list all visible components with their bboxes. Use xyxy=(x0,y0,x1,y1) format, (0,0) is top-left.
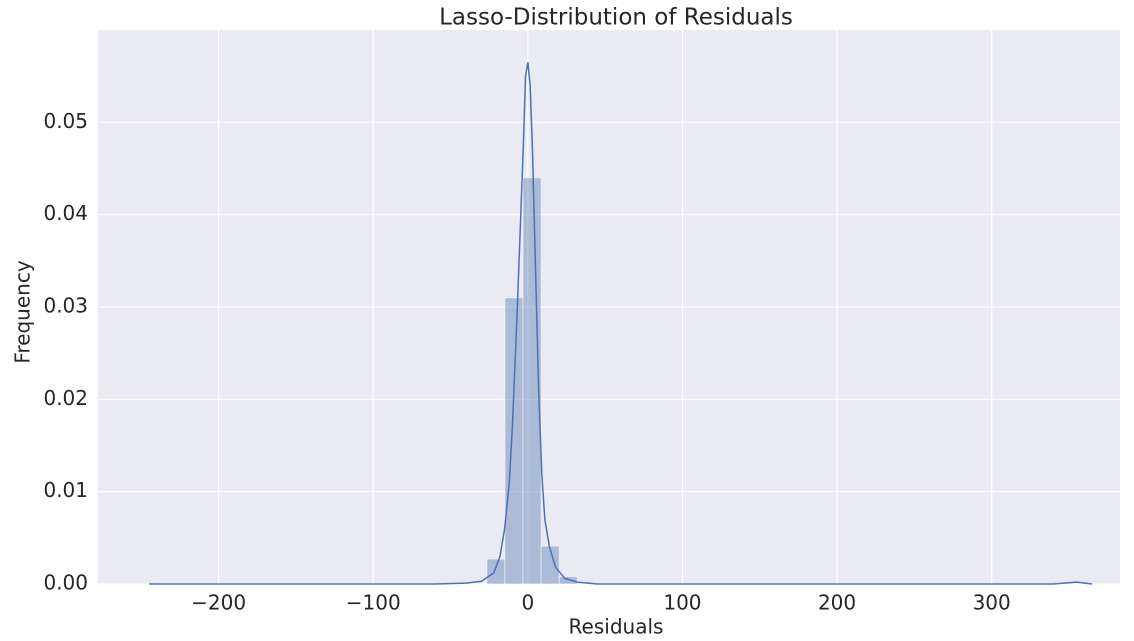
bar xyxy=(558,576,578,585)
bar xyxy=(504,297,524,585)
x-tick-label: 0 xyxy=(521,591,534,615)
y-tick-label: 0.04 xyxy=(43,201,88,225)
y-tick-label: 0.00 xyxy=(43,571,88,595)
y-tick-label: 0.01 xyxy=(43,478,88,502)
bar xyxy=(486,558,506,585)
y-tick-label: 0.02 xyxy=(43,386,88,410)
y-axis-label: Frequency xyxy=(11,260,35,363)
bar xyxy=(540,545,560,585)
x-tick-label: −100 xyxy=(346,591,401,615)
x-axis-label: Residuals xyxy=(569,615,664,639)
chart-title: Lasso-Distribution of Residuals xyxy=(439,5,793,31)
bar xyxy=(522,177,542,585)
y-tick-label: 0.03 xyxy=(43,294,88,318)
x-tick-label: 200 xyxy=(818,591,856,615)
kde-line xyxy=(149,62,1093,585)
x-tick-label: 300 xyxy=(973,591,1011,615)
x-tick-label: −200 xyxy=(191,591,246,615)
x-tick-label: 100 xyxy=(663,591,701,615)
y-tick-label: 0.05 xyxy=(43,109,88,133)
